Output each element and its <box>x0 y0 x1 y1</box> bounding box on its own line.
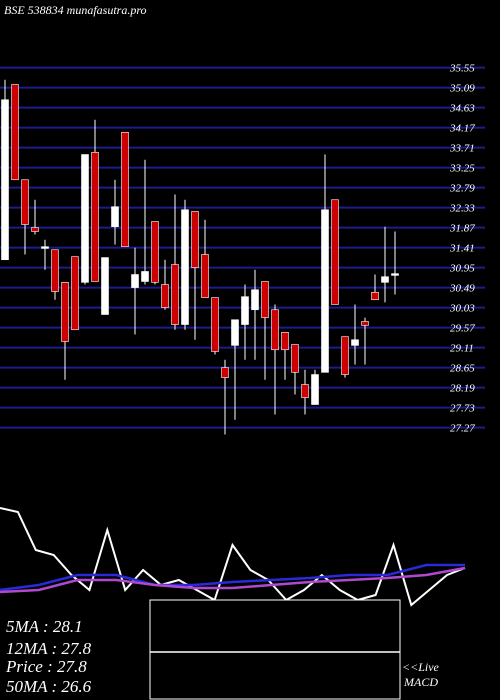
indicator-line <box>0 507 466 607</box>
candle-body <box>211 297 219 352</box>
y-tick-label: 33.25 <box>449 163 475 175</box>
candle-body <box>261 281 269 318</box>
candle-body <box>61 282 69 342</box>
candle-body <box>11 84 19 181</box>
candle-body <box>151 221 159 283</box>
candle-body <box>351 339 359 346</box>
candle-body <box>331 199 339 305</box>
y-tick-label: 30.95 <box>449 263 475 275</box>
candle-body <box>131 274 139 288</box>
candle-body <box>111 206 119 227</box>
candle-body <box>1 99 9 261</box>
y-tick-label: 32.79 <box>449 183 475 195</box>
y-tick-label: 28.19 <box>450 383 475 395</box>
candle-body <box>251 289 259 311</box>
indicator-line <box>0 566 466 594</box>
candle-body <box>291 344 299 373</box>
candle-body <box>341 336 349 375</box>
candle-body <box>311 374 319 405</box>
candle-body <box>181 209 189 325</box>
y-tick-label: 35.09 <box>449 83 475 95</box>
candle-body <box>231 319 239 346</box>
candle-body <box>121 132 129 247</box>
candle-body <box>101 257 109 315</box>
y-tick-label: 33.71 <box>449 143 475 155</box>
y-tick-label: 28.65 <box>450 363 475 375</box>
candle-body <box>241 296 249 325</box>
candle-body <box>31 227 39 232</box>
candle-body <box>21 179 29 225</box>
stat: 12MA : 27.8 <box>6 639 92 658</box>
candle-body <box>321 209 329 373</box>
candle-body <box>91 152 99 282</box>
y-tick-label: 34.63 <box>449 103 475 115</box>
candle-body <box>381 276 389 283</box>
stat: 50MA : 26.6 <box>6 677 92 696</box>
stat: 5MA : 28.1 <box>6 617 83 636</box>
y-tick-label: 31.87 <box>449 223 475 235</box>
y-tick-label: 27.73 <box>450 403 475 415</box>
candle-body <box>271 309 279 351</box>
y-tick-label: 30.49 <box>449 283 475 295</box>
candle-body <box>301 384 309 398</box>
y-tick-label: 34.17 <box>449 123 475 135</box>
y-tick-label: 27.27 <box>450 423 475 435</box>
live-label: <<Live <box>402 660 440 674</box>
candle-body <box>71 256 79 331</box>
y-tick-label: 32.33 <box>449 203 475 215</box>
y-tick-label: 29.57 <box>450 323 475 335</box>
chart-title: BSE 538834 munafasutra.pro <box>4 3 147 17</box>
candle-body <box>41 246 49 249</box>
indicator-line <box>0 563 465 592</box>
y-tick-label: 31.41 <box>449 243 475 255</box>
candle-body <box>391 273 399 276</box>
candle-body <box>361 321 369 326</box>
y-tick-label: 29.11 <box>450 343 474 355</box>
candle-body <box>81 154 89 283</box>
y-tick-label: 30.03 <box>449 303 475 315</box>
candle-body <box>371 292 379 301</box>
candle-body <box>201 254 209 298</box>
macd-box <box>149 599 401 700</box>
stat: Price : 27.8 <box>5 657 87 676</box>
candle-body <box>281 332 289 351</box>
candle-body <box>141 271 149 282</box>
macd-label: MACD <box>403 675 438 689</box>
candle-body <box>221 367 229 378</box>
candle-body <box>51 249 59 292</box>
y-tick-label: 35.55 <box>449 63 475 75</box>
candle-body <box>191 211 199 268</box>
candle-body <box>171 264 179 325</box>
candle-body <box>161 284 169 308</box>
